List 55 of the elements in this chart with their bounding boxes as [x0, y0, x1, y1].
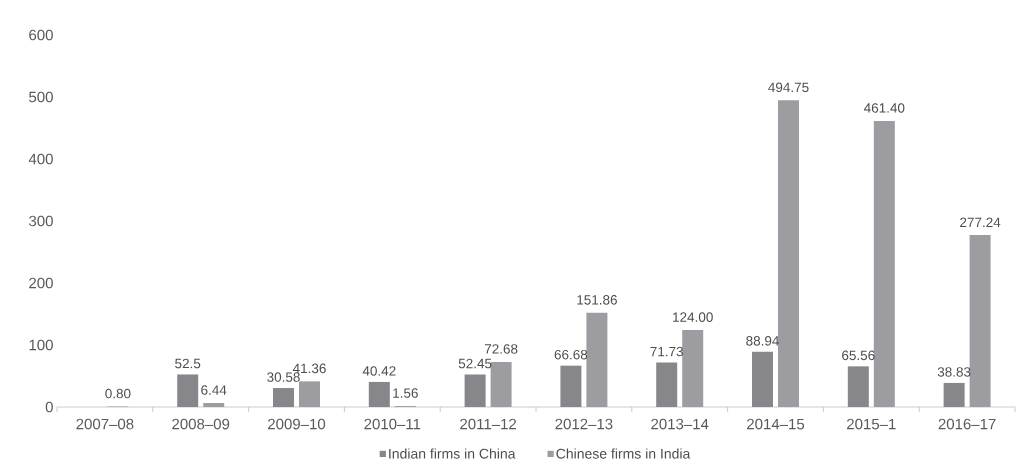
x-tick-label: 2010–11 — [364, 418, 421, 430]
y-tick-label: 100 — [29, 339, 53, 351]
x-tick-label: 2008–09 — [172, 418, 230, 430]
bar — [560, 365, 582, 407]
legend-label: Chinese firms in India — [556, 448, 691, 459]
data-label: 1.56 — [393, 388, 418, 398]
bar — [969, 235, 991, 407]
data-label: 461.40 — [863, 103, 905, 113]
x-tick-label: 2011–12 — [460, 418, 516, 430]
y-tick-label: 400 — [28, 153, 53, 165]
legend-label: Indian firms in China — [389, 448, 516, 459]
data-label: 40.42 — [362, 366, 396, 376]
bar — [368, 381, 390, 407]
data-label: 52.45 — [458, 358, 492, 369]
x-tick-label: 2012–13 — [555, 418, 613, 430]
bar — [490, 361, 512, 407]
x-tick-label: 2009–10 — [268, 418, 326, 430]
data-label: 151.86 — [577, 295, 617, 305]
bar — [299, 381, 320, 407]
data-label: 6.44 — [201, 385, 227, 395]
y-tick-label: 500 — [29, 91, 53, 103]
data-label: 30.58 — [267, 372, 300, 382]
data-label: 494.75 — [768, 82, 809, 93]
bar — [273, 388, 294, 407]
x-tick-label: 2007–08 — [76, 418, 134, 430]
bar — [752, 351, 774, 407]
bar — [943, 382, 965, 407]
bar — [847, 366, 869, 407]
x-tick-label: 2015–1 — [847, 418, 896, 430]
bar — [177, 374, 199, 407]
y-tick-label: 200 — [29, 277, 53, 289]
data-label: 38.83 — [937, 367, 971, 377]
x-tick-label: 2016–17 — [938, 418, 996, 430]
data-label: 277.24 — [960, 217, 1001, 227]
bar — [586, 312, 608, 407]
data-label: 72.68 — [484, 344, 518, 354]
x-tick-label: 2014–15 — [747, 418, 805, 430]
bar — [203, 403, 225, 407]
x-tick-label: 2013–14 — [651, 418, 709, 430]
bar — [682, 330, 704, 407]
bar — [464, 374, 486, 407]
data-label: 88.94 — [746, 336, 779, 346]
data-label: 124.00 — [673, 312, 713, 322]
data-label: 41.36 — [292, 363, 326, 374]
data-label: 65.56 — [842, 350, 875, 361]
data-label: 66.68 — [554, 349, 588, 360]
bar — [873, 120, 895, 407]
y-tick-label: 300 — [29, 215, 53, 227]
bar — [778, 100, 800, 407]
data-label: 0.80 — [105, 388, 131, 399]
data-label: 52.5 — [175, 358, 201, 369]
y-tick-label: 600 — [29, 29, 53, 41]
y-tick-label: 0 — [45, 401, 53, 413]
bar — [656, 362, 678, 407]
data-label: 71.73 — [650, 346, 684, 357]
